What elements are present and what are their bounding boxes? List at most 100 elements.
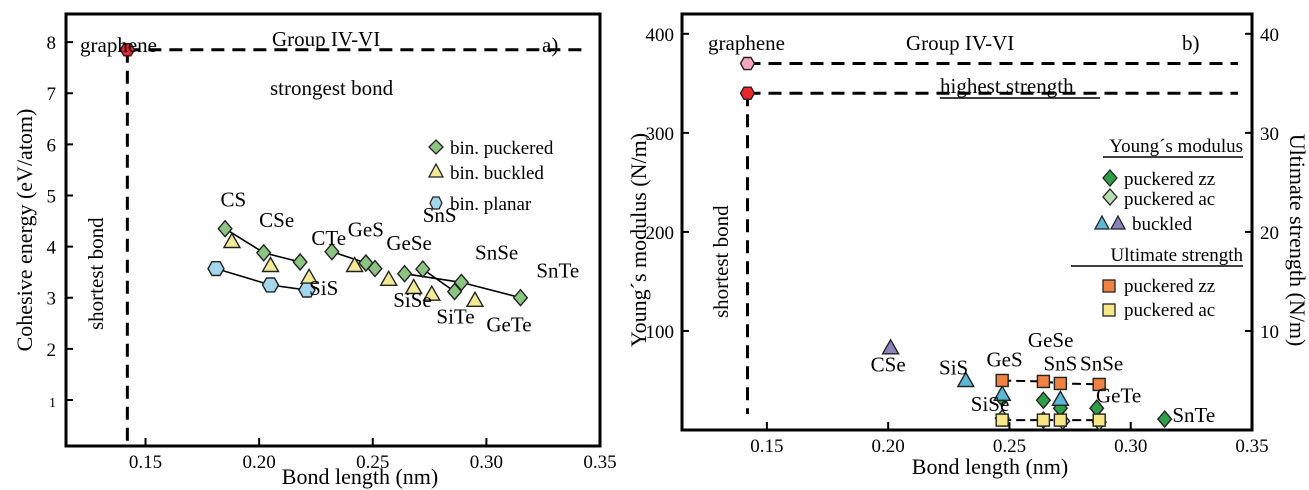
panel-a-label-snte: SnTe <box>536 258 579 282</box>
legend-b-ac-marker <box>1102 188 1118 206</box>
legend-b-zz-marker <box>1102 169 1118 187</box>
panel-a-point-diamond-7 <box>415 260 431 279</box>
panel-a-connector-5 <box>215 267 308 291</box>
panel-b-point-ultimate-square-3 <box>1092 377 1106 392</box>
panel-a-graphene-marker <box>119 43 136 57</box>
panel-a-point-hexagon-2 <box>298 282 316 298</box>
panel-b-point-ultimate-square-1 <box>1036 413 1051 427</box>
legend-b-buckled-marker-2 <box>1109 214 1127 230</box>
panel-a-point-diamond-6 <box>396 264 413 283</box>
panel-b-point-ultimate-square-3 <box>1092 413 1106 427</box>
panel-b-xtick-label-2: 0.25 <box>993 436 1026 457</box>
panel-b-graphene-marker-pink <box>739 56 756 71</box>
legend-b-ult-zz-marker <box>1102 279 1116 293</box>
legend-b-ult-ac-marker <box>1102 303 1116 317</box>
panel-a-label-cte: CTe <box>311 226 346 250</box>
panel-a-xtick-label-1: 0.20 <box>243 452 276 473</box>
panel-a-ytick-label-6: 7 <box>47 84 57 105</box>
panel-a-ytick-label-0: 1 <box>49 396 56 411</box>
panel-a-point-diamond-0 <box>217 219 233 238</box>
panel-b-tick-group: 0.15 0.20 0.25 0.30 0.35 100 200 300 400 10 20 30 40 <box>646 25 1280 457</box>
panel-a-label-ges: GeS <box>348 217 384 241</box>
legend-a-planar-label: bin. planar <box>450 194 532 215</box>
panel-a-point-triangle-3 <box>345 256 364 273</box>
panel-b-plot-frame <box>680 12 1254 432</box>
panel-b-xtick-label-1: 0.20 <box>872 436 905 457</box>
panel-b-ytick-label-3: 400 <box>646 25 675 46</box>
panel-a-point-diamond-3 <box>324 242 340 261</box>
panel-b-y2label: Ultimate strength (N/m) <box>1285 134 1309 347</box>
panel-b-ytick-label-0: 100 <box>646 322 675 343</box>
panel-a-point-diamond-10 <box>512 288 529 307</box>
panel-a-ytick-label-5: 6 <box>47 135 57 156</box>
panel-b-xtick-label-0: 0.15 <box>750 436 783 457</box>
panel-a-panel-label: a) <box>542 33 558 57</box>
panel-b-legend: Young´s modulus puckered zz puckered ac … <box>1071 136 1243 321</box>
panel-b-graphene-label: graphene <box>708 31 785 55</box>
panel-b-graphene-marker-red <box>739 86 756 101</box>
panel-b-connector-0 <box>1002 379 1100 386</box>
legend-b-zz-label: puckered zz <box>1124 169 1215 190</box>
panel-b-y2tick-label-3: 40 <box>1260 25 1279 46</box>
panel-a-label-cse: CSe <box>259 208 294 232</box>
panel-b-point-ultimate-square-1 <box>1036 374 1051 389</box>
panel-a-reference-lines <box>125 48 586 446</box>
legend-a-buckled-label: bin. buckled <box>450 163 544 184</box>
panel-b-label-sns: SnS <box>1043 352 1077 376</box>
panel-b-point-young-diamond-1 <box>1035 391 1052 410</box>
panel-a-label-sise: SiSe <box>393 288 432 312</box>
panel-a-point-diamond-2 <box>292 252 308 272</box>
panel-a-graphene-label: graphene <box>80 33 157 57</box>
panel-b-xtick-label-4: 0.35 <box>1235 436 1268 457</box>
panel-b-point-ultimate-square-0 <box>995 413 1009 427</box>
panel-a-strongest-label: strongest bond <box>270 76 394 100</box>
panel-a-label-cs: CS <box>221 188 247 212</box>
panel-a-label-sis: SiS <box>309 276 338 300</box>
panel-a-connector-3 <box>422 268 456 293</box>
panel-b-label-sise: SiSe <box>971 392 1010 416</box>
panel-b-ylabel: Young´s modulus (N/m) <box>626 133 651 347</box>
panel-b-label-sis: SiS <box>939 356 968 380</box>
panel-b-label-cse: CSe <box>871 353 906 377</box>
panel-a-point-diamond-9 <box>453 273 470 292</box>
panel-a-label-site: SiTe <box>436 304 474 328</box>
panel-a-point-triangle-1 <box>261 256 280 273</box>
panel-a-legend: bin. puckered bin. buckled bin. planar <box>427 138 554 215</box>
panel-b-point-young-triangle-0 <box>881 338 900 355</box>
panel-b-xlabel: Bond length (nm) <box>912 454 1068 479</box>
panel-b-label-snse: SnSe <box>1080 352 1123 376</box>
panel-b-ytick-label-1: 200 <box>646 223 675 244</box>
legend-b-buckled-label: buckled <box>1132 214 1193 235</box>
panel-b-ytick-label-2: 300 <box>646 124 675 145</box>
panel-a-xtick-label-0: 0.15 <box>129 452 162 473</box>
legend-b-young-header: Young´s modulus <box>1109 136 1243 157</box>
panel-a-point-triangle-5 <box>404 278 423 295</box>
panel-a-point-diamond-4 <box>358 253 374 273</box>
legend-a-buckled-marker <box>427 162 445 178</box>
panel-a-point-hexagon-0 <box>207 261 225 277</box>
panel-a-ytick-label-4: 5 <box>47 186 57 207</box>
panel-b-point-young-triangle-1 <box>956 371 976 388</box>
legend-a-planar-marker <box>429 196 443 210</box>
panel-b-label-snte: SnTe <box>1172 403 1215 427</box>
panel-a-point-diamond-8 <box>446 282 463 301</box>
panel-b-y2tick-label-2: 30 <box>1260 124 1279 145</box>
panel-b-point-young-triangle-3 <box>1051 389 1070 406</box>
panel-a-label-gete: GeTe <box>486 312 531 336</box>
panel-b-point-ultimate-square-2 <box>1053 413 1068 427</box>
panel-a-label-snse: SnSe <box>475 240 518 264</box>
legend-b-ult-zz-label: puckered zz <box>1124 276 1215 297</box>
panel-a-shortest-label: shortest bond <box>84 217 108 330</box>
legend-b-ultimate-header: Ultimate strength <box>1111 245 1244 266</box>
panel-a-point-triangle-6 <box>422 284 442 301</box>
panel-a-plot-frame <box>64 12 602 448</box>
legend-a-puckered-label: bin. puckered <box>450 138 554 159</box>
panel-a-group-label: Group IV-VI <box>272 27 380 51</box>
panel-b-point-young-triangle-2 <box>992 384 1012 401</box>
panel-a-label-gese: GeSe <box>386 231 432 255</box>
panel-a-ytick-label-7: 8 <box>47 33 57 54</box>
panel-a-connector-2 <box>404 272 462 284</box>
